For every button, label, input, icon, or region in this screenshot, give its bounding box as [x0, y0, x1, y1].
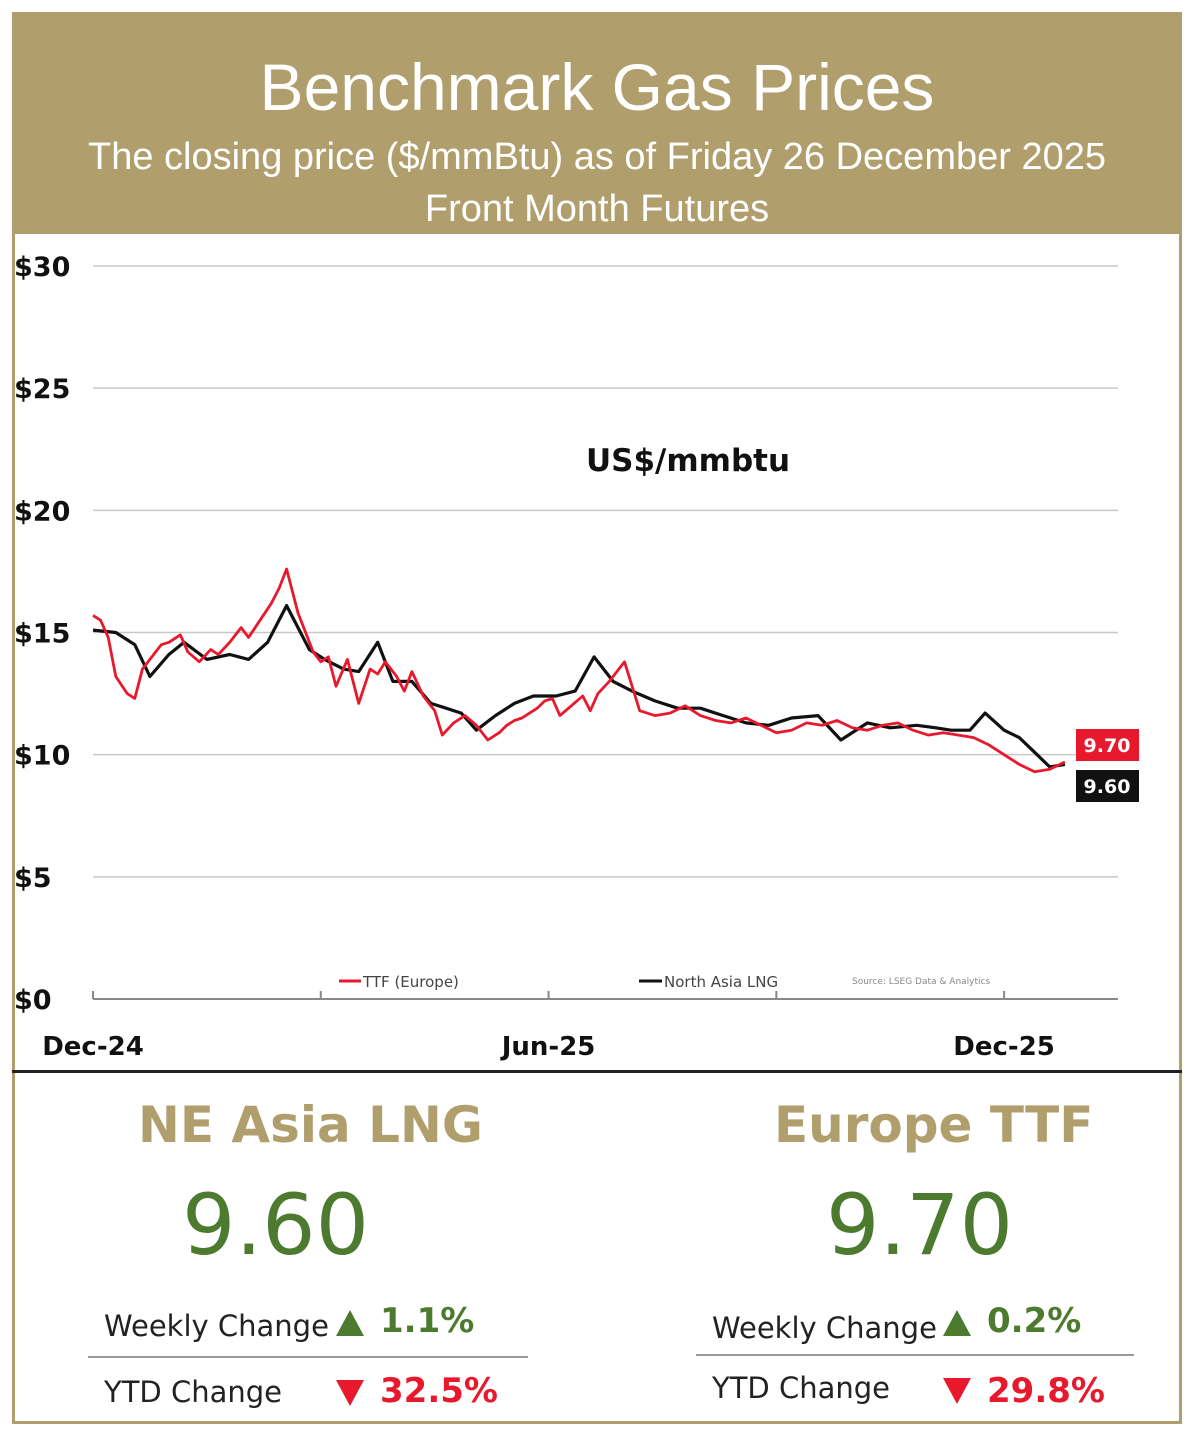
lng-panel-title: NE Asia LNG [138, 1096, 483, 1154]
up-arrow-icon [943, 1310, 971, 1336]
ttf-price-value: 9.70 [826, 1176, 1014, 1274]
y-tick-label: $30 [14, 252, 70, 283]
x-axis: Dec-24 Jun-25 Dec-25 [42, 991, 1118, 1062]
x-tick-label: Dec-25 [953, 1032, 1055, 1062]
chart-legend: TTF (Europe) North Asia LNG Source: LSEG… [339, 973, 990, 991]
x-tick-label: Jun-25 [500, 1032, 596, 1062]
ttf-panel-title: Europe TTF [774, 1096, 1094, 1154]
page-title: Benchmark Gas Prices [259, 50, 935, 124]
legend-lng-label: North Asia LNG [664, 973, 778, 991]
lng-price-value: 9.60 [182, 1176, 370, 1274]
lng-row-divider [88, 1356, 528, 1358]
lng-ytd-label: YTD Change [104, 1375, 283, 1409]
x-tick-label: Dec-24 [42, 1032, 144, 1062]
ttf-weekly-value: 0.2% [987, 1301, 1082, 1341]
chart-source: Source: LSEG Data & Analytics [852, 977, 990, 987]
lng-end-label: 9.60 [1084, 776, 1131, 798]
up-arrow-icon [336, 1310, 364, 1336]
y-tick-label: $5 [14, 863, 52, 894]
ttf-weekly-label: Weekly Change [712, 1311, 937, 1345]
header-banner: Benchmark Gas Prices The closing price (… [12, 12, 1182, 234]
legend-ttf-label: TTF (Europe) [362, 973, 459, 991]
down-arrow-icon [336, 1380, 364, 1406]
lng-ytd-value: 32.5% [380, 1371, 498, 1411]
lng-end-label-box [1076, 770, 1139, 802]
end-value-labels: 9.70 9.60 [1076, 729, 1139, 802]
ttf-end-label-box [1076, 729, 1139, 761]
page-subtitle-2: Front Month Futures [424, 188, 770, 230]
y-tick-label: $15 [14, 619, 70, 650]
y-tick-label: $20 [14, 496, 70, 527]
ttf-ytd-value: 29.8% [987, 1371, 1105, 1411]
lng-weekly-label: Weekly Change [104, 1309, 329, 1343]
section-divider [12, 1070, 1182, 1073]
y-tick-label: $0 [14, 985, 52, 1016]
price-chart: $0 $5 $10 $15 $20 $25 $30 Dec-24 Jun-25 Dec-25 U… [14, 252, 1139, 1062]
ttf-ytd-label: YTD Change [712, 1371, 891, 1405]
y-axis-ticks: $0 $5 $10 $15 $20 $25 $30 [14, 252, 70, 1016]
chart-title: US$/mmbtu [586, 443, 790, 479]
north-asia-lng-line [92, 604, 1066, 769]
ttf-europe-line [92, 567, 1066, 774]
ttf-row-divider [696, 1354, 1134, 1356]
y-tick-label: $10 [14, 741, 70, 772]
chart-series [92, 567, 1066, 774]
chart-gridlines [93, 265, 1118, 878]
lng-weekly-value: 1.1% [380, 1301, 475, 1341]
ttf-end-label: 9.70 [1084, 735, 1131, 757]
down-arrow-icon [943, 1378, 971, 1404]
infographic-frame [12, 12, 1182, 1424]
y-tick-label: $25 [14, 374, 70, 405]
page-subtitle: The closing price ($/mmBtu) as of Friday… [88, 136, 1106, 178]
